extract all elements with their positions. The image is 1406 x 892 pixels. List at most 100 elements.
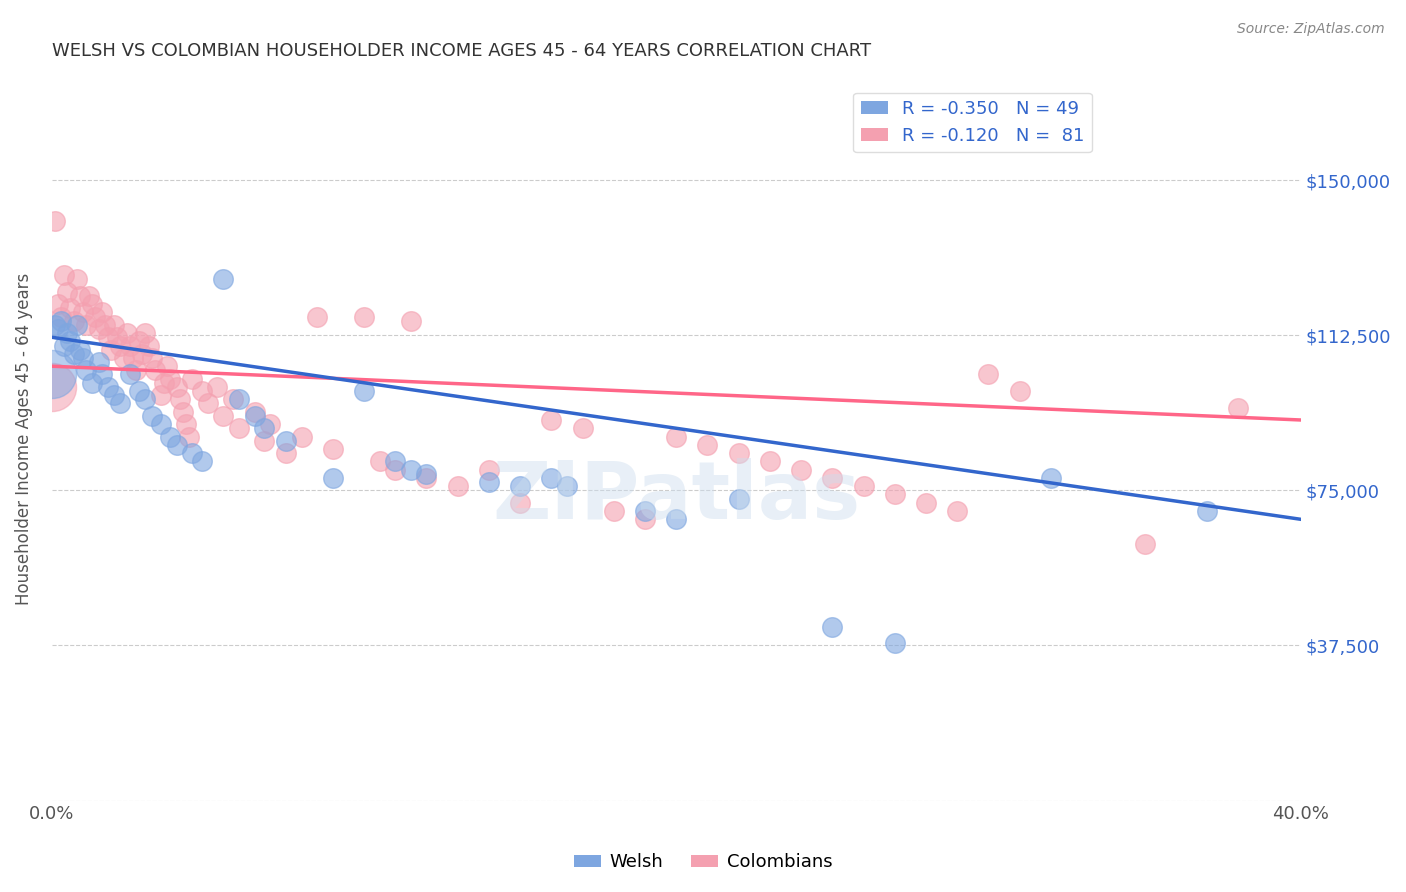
Point xyxy=(87,322,110,336)
Point xyxy=(540,471,562,485)
Point xyxy=(665,429,688,443)
Point xyxy=(143,363,166,377)
Point xyxy=(166,438,188,452)
Point xyxy=(49,310,72,324)
Point xyxy=(72,305,94,319)
Text: Source: ZipAtlas.com: Source: ZipAtlas.com xyxy=(1237,22,1385,37)
Text: ZIPatlas: ZIPatlas xyxy=(492,458,860,535)
Point xyxy=(307,310,329,324)
Point xyxy=(131,347,153,361)
Point xyxy=(259,417,281,431)
Point xyxy=(141,409,163,423)
Point xyxy=(112,351,135,365)
Point xyxy=(172,405,194,419)
Point xyxy=(110,396,132,410)
Point xyxy=(228,421,250,435)
Point xyxy=(207,380,229,394)
Point xyxy=(540,413,562,427)
Point xyxy=(156,359,179,374)
Point xyxy=(883,487,905,501)
Point xyxy=(84,310,107,324)
Point xyxy=(75,363,97,377)
Point xyxy=(128,334,150,349)
Point xyxy=(169,392,191,407)
Point xyxy=(243,405,266,419)
Point xyxy=(82,376,104,390)
Point xyxy=(212,409,235,423)
Point xyxy=(128,384,150,398)
Point xyxy=(41,368,63,382)
Point xyxy=(69,289,91,303)
Point xyxy=(665,512,688,526)
Point xyxy=(122,351,145,365)
Point xyxy=(75,318,97,332)
Point xyxy=(571,421,593,435)
Point xyxy=(66,272,89,286)
Point xyxy=(150,417,173,431)
Point xyxy=(222,392,245,407)
Point xyxy=(253,421,276,435)
Point xyxy=(790,462,813,476)
Point xyxy=(368,454,391,468)
Point xyxy=(69,343,91,357)
Point xyxy=(41,380,63,394)
Point xyxy=(1039,471,1062,485)
Point xyxy=(478,475,501,489)
Point xyxy=(727,491,749,506)
Point xyxy=(1008,384,1031,398)
Point xyxy=(46,322,69,336)
Text: WELSH VS COLOMBIAN HOUSEHOLDER INCOME AGES 45 - 64 YEARS CORRELATION CHART: WELSH VS COLOMBIAN HOUSEHOLDER INCOME AG… xyxy=(52,42,870,60)
Point xyxy=(915,496,938,510)
Point xyxy=(150,388,173,402)
Point xyxy=(197,396,219,410)
Point xyxy=(821,620,844,634)
Point xyxy=(166,380,188,394)
Point xyxy=(97,330,120,344)
Point xyxy=(103,388,125,402)
Point xyxy=(322,471,344,485)
Point xyxy=(274,446,297,460)
Point xyxy=(727,446,749,460)
Point xyxy=(1133,537,1156,551)
Point xyxy=(97,380,120,394)
Point xyxy=(49,314,72,328)
Point xyxy=(1227,401,1250,415)
Point xyxy=(44,318,66,332)
Point xyxy=(399,314,422,328)
Point xyxy=(53,268,76,283)
Point xyxy=(159,371,181,385)
Point xyxy=(322,442,344,456)
Point xyxy=(821,471,844,485)
Point xyxy=(353,384,375,398)
Point xyxy=(181,371,204,385)
Point xyxy=(110,338,132,352)
Legend: Welsh, Colombians: Welsh, Colombians xyxy=(567,847,839,879)
Point xyxy=(82,297,104,311)
Point xyxy=(384,454,406,468)
Point xyxy=(174,417,197,431)
Point xyxy=(179,429,201,443)
Point xyxy=(125,363,148,377)
Point xyxy=(190,454,212,468)
Point xyxy=(62,314,84,328)
Point xyxy=(141,351,163,365)
Point xyxy=(384,462,406,476)
Point xyxy=(1195,504,1218,518)
Point xyxy=(94,318,117,332)
Point xyxy=(44,214,66,228)
Point xyxy=(46,297,69,311)
Point xyxy=(105,330,128,344)
Point xyxy=(353,310,375,324)
Y-axis label: Householder Income Ages 45 - 64 years: Householder Income Ages 45 - 64 years xyxy=(15,272,32,605)
Point xyxy=(446,479,468,493)
Point xyxy=(87,355,110,369)
Point xyxy=(399,462,422,476)
Point xyxy=(90,305,112,319)
Point xyxy=(66,318,89,332)
Point xyxy=(53,338,76,352)
Point xyxy=(59,301,82,316)
Point xyxy=(634,512,657,526)
Point xyxy=(603,504,626,518)
Point xyxy=(59,334,82,349)
Point xyxy=(415,467,437,481)
